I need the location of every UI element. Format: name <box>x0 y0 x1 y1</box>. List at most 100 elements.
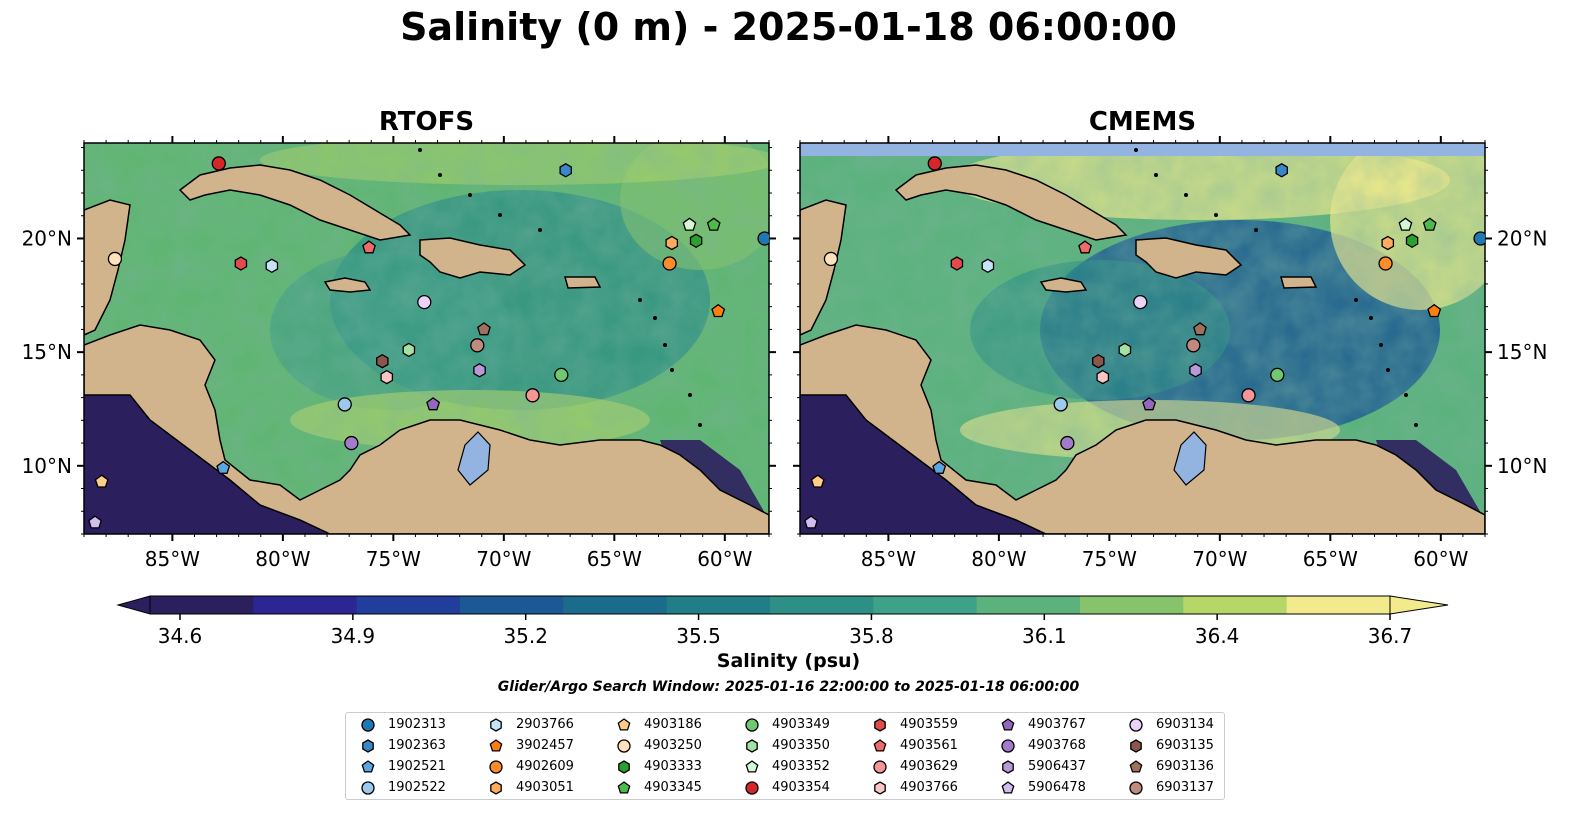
legend-marker-icon <box>618 760 630 774</box>
lon-tick-label: 80°W <box>255 547 310 571</box>
legend: 1902313 1902363 1902521 1902522 2903766 39024… <box>345 712 1225 800</box>
float-marker-4903186 <box>810 474 825 488</box>
float-marker-5906437 <box>473 363 486 378</box>
legend-marker-6903134 <box>1129 718 1143 732</box>
panel-title-cmems: CMEMS <box>1088 107 1197 137</box>
lon-tick-label: 75°W <box>366 547 421 571</box>
colorbar-tick-label: 35.2 <box>503 624 548 648</box>
legend-marker-4903250 <box>617 739 631 753</box>
legend-marker-icon <box>745 781 759 795</box>
float-marker-1902363 <box>1275 163 1288 178</box>
legend-marker-icon <box>489 760 503 774</box>
legend-marker-2903766 <box>490 718 502 732</box>
legend-marker-icon <box>1001 739 1015 753</box>
legend-marker-4902609 <box>489 760 503 774</box>
colorbar-segment <box>770 596 874 614</box>
lat-tick-label: 15°N <box>22 340 72 364</box>
float-marker-1902363 <box>559 163 572 178</box>
legend-marker-icon <box>746 739 758 753</box>
lat-tick-label: 15°N <box>1497 340 1547 364</box>
colorbar-segment <box>460 596 564 614</box>
colorbar-segment <box>356 596 461 614</box>
legend-label: 4903333 <box>644 759 702 774</box>
lon-tick-label: 65°W <box>587 547 642 571</box>
float-marker-1902521 <box>932 460 947 474</box>
float-marker-5906478 <box>804 515 818 529</box>
float-marker-4903352 <box>682 217 697 231</box>
legend-marker-icon <box>1129 718 1143 732</box>
float-marker-4903350 <box>402 342 416 358</box>
float-marker-4903333 <box>689 233 703 249</box>
cmems-frame <box>799 142 1486 535</box>
colorbar-segment <box>1286 596 1391 614</box>
float-marker-4903767 <box>426 397 441 411</box>
search-window-text: Glider/Argo Search Window: 2025-01-16 22… <box>497 679 1080 695</box>
legend-marker-4903051 <box>490 781 502 795</box>
float-marker-4903250 <box>107 251 123 267</box>
legend-marker-4903766 <box>874 781 886 795</box>
colorbar-label: Salinity (psu) <box>716 650 861 672</box>
legend-marker-4903561 <box>873 739 887 752</box>
legend-marker-icon <box>617 739 631 753</box>
colorbar: 34.6 34.9 35.2 35.5 35.8 36.1 36.4 36.7 <box>116 595 1449 648</box>
float-marker-4903561 <box>1078 240 1092 254</box>
legend-label: 4903767 <box>1028 717 1086 732</box>
float-marker-6903137 <box>470 338 485 353</box>
legend-label: 1902521 <box>388 759 446 774</box>
legend-label: 4903345 <box>644 780 702 795</box>
legend-label: 1902363 <box>388 738 446 753</box>
colorbar-segment <box>873 596 978 614</box>
legend-marker-4903186 <box>617 718 631 731</box>
legend-label: 6903137 <box>1156 780 1214 795</box>
lat-tick-label: 20°N <box>1497 226 1547 250</box>
legend-marker-icon <box>489 739 503 752</box>
legend-marker-icon <box>361 718 375 732</box>
colorbar-tick-label: 34.9 <box>331 624 376 648</box>
float-marker-4903559 <box>234 256 248 271</box>
lat-tick-label: 10°N <box>22 454 72 478</box>
legend-marker-icon <box>874 718 886 732</box>
float-marker-2903766 <box>265 258 279 274</box>
float-marker-4902609 <box>1378 256 1393 271</box>
legend-label: 6903136 <box>1156 759 1214 774</box>
float-marker-3902457 <box>711 303 726 318</box>
legend-marker-1902313 <box>361 718 375 732</box>
legend-marker-5906478 <box>1001 781 1015 794</box>
float-marker-4903354 <box>211 156 226 171</box>
float-marker-6903135 <box>1092 353 1105 369</box>
lon-tick-label: 85°W <box>861 547 916 571</box>
legend-marker-icon <box>617 781 631 794</box>
float-marker-4903629 <box>525 388 540 403</box>
legend-label: 4903250 <box>644 738 702 753</box>
legend-marker-icon <box>362 739 374 753</box>
float-marker-5906478 <box>88 515 102 529</box>
float-marker-1902313 <box>1473 231 1485 246</box>
float-marker-1902522 <box>337 397 352 412</box>
colorbar-tick-label: 35.8 <box>849 624 894 648</box>
colorbar-segment <box>253 596 358 614</box>
legend-marker-icon <box>1002 760 1014 774</box>
float-marker-4903349 <box>1270 367 1285 383</box>
colorbar-segment <box>1183 596 1288 614</box>
legend-marker-4903354 <box>745 781 759 795</box>
colorbar-tick-label: 36.4 <box>1195 624 1240 648</box>
legend-label: 5906437 <box>1028 759 1086 774</box>
lon-tick-label: 60°W <box>697 547 752 571</box>
legend-marker-5906437 <box>1002 760 1014 774</box>
legend-label: 4903766 <box>900 780 958 795</box>
colorbar-extend-low <box>116 595 151 615</box>
lon-tick-label: 60°W <box>1413 547 1468 571</box>
legend-label: 4902609 <box>516 759 574 774</box>
legend-marker-icon <box>1130 739 1142 753</box>
float-marker-3902457 <box>1427 303 1442 318</box>
legend-label: 1902313 <box>388 717 446 732</box>
legend-marker-4903559 <box>874 718 886 732</box>
legend-label: 4903349 <box>772 717 830 732</box>
float-marker-4903766 <box>380 369 394 385</box>
legend-marker-icon <box>361 760 375 773</box>
colorbar-tick-label: 35.5 <box>676 624 721 648</box>
cmems-map <box>800 143 1485 534</box>
legend-label: 4903354 <box>772 780 830 795</box>
lon-tick-label: 85°W <box>145 547 200 571</box>
legend-label: 4903559 <box>900 717 958 732</box>
